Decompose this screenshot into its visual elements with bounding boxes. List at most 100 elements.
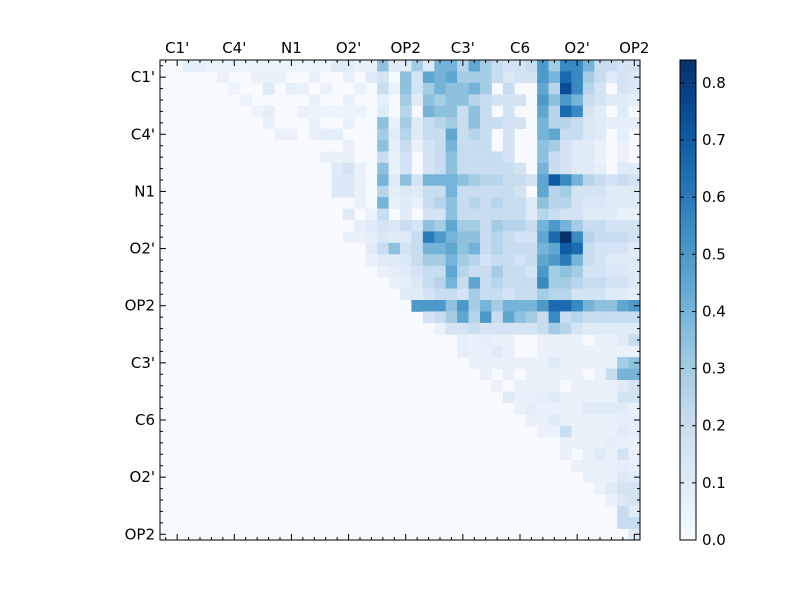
heatmap-cell xyxy=(262,71,275,84)
heatmap-cell xyxy=(617,414,629,427)
heatmap-cell xyxy=(480,242,492,255)
heatmap-cell xyxy=(491,174,504,187)
heatmap-cell xyxy=(434,151,447,164)
heatmap-cell xyxy=(502,345,515,358)
heatmap-cell xyxy=(514,254,527,267)
heatmap-cell xyxy=(411,242,424,255)
heatmap-cell xyxy=(308,117,321,129)
heatmap-cell xyxy=(342,208,355,221)
heatmap-cell xyxy=(548,277,561,289)
heatmap-cell xyxy=(594,71,607,84)
heatmap-cell xyxy=(468,322,481,335)
heatmap-cell xyxy=(582,82,595,95)
heatmap-cell xyxy=(411,300,424,312)
heatmap-cell xyxy=(422,300,435,312)
heatmap-cell xyxy=(571,322,584,335)
heatmap-cell xyxy=(525,208,538,221)
heatmap-cell xyxy=(400,197,412,209)
heatmap-cell xyxy=(537,277,549,289)
heatmap-cell xyxy=(422,231,435,244)
x-tick-label: C1' xyxy=(165,39,189,57)
heatmap-cell xyxy=(377,265,389,278)
heatmap-cell xyxy=(605,265,618,278)
heatmap-cell xyxy=(502,368,515,381)
heatmap-cell xyxy=(548,334,561,347)
heatmap-cell xyxy=(445,117,458,129)
heatmap-cell xyxy=(537,162,549,175)
heatmap-cell xyxy=(377,105,389,118)
heatmap-cell xyxy=(354,60,367,72)
heatmap-cell xyxy=(594,402,607,415)
heatmap-cell xyxy=(480,117,492,129)
heatmap-cell xyxy=(628,345,641,358)
heatmap-cell xyxy=(377,220,389,232)
heatmap-cell xyxy=(274,71,287,84)
heatmap-cell xyxy=(617,105,629,118)
heatmap-cell xyxy=(480,162,492,175)
heatmap-cell xyxy=(582,117,595,129)
heatmap-cell xyxy=(571,380,584,392)
heatmap-cell xyxy=(571,414,584,427)
heatmap-cell xyxy=(525,254,538,267)
heatmap-cell xyxy=(560,300,572,312)
heatmap-cell xyxy=(594,448,607,461)
heatmap-cell xyxy=(491,288,504,301)
heatmap-cell xyxy=(502,140,515,152)
heatmap-cell xyxy=(502,82,515,95)
heatmap-cell xyxy=(457,151,469,164)
heatmap-cell xyxy=(445,71,458,84)
heatmap-cell xyxy=(537,391,549,404)
heatmap-cell xyxy=(548,231,561,244)
heatmap-cell xyxy=(628,277,641,289)
heatmap-cell xyxy=(434,185,447,198)
heatmap-cell xyxy=(514,242,527,255)
heatmap-cell xyxy=(617,277,629,289)
heatmap-cell xyxy=(480,311,492,324)
heatmap-cell xyxy=(594,414,607,427)
heatmap-cell xyxy=(502,242,515,255)
heatmap-cell xyxy=(514,300,527,312)
heatmap-cell xyxy=(422,105,435,118)
heatmap-cell xyxy=(582,128,595,141)
heatmap-cell xyxy=(457,208,469,221)
heatmap-cell xyxy=(422,311,435,324)
heatmap-cell xyxy=(388,82,401,95)
heatmap-cell xyxy=(594,311,607,324)
heatmap-cell xyxy=(468,357,481,369)
heatmap-cell xyxy=(537,300,549,312)
heatmap-cell xyxy=(628,94,641,107)
heatmap-cell xyxy=(605,345,618,358)
heatmap-cell xyxy=(537,254,549,267)
heatmap-cell xyxy=(468,231,481,244)
heatmap-cell xyxy=(537,357,549,369)
heatmap-cell xyxy=(537,288,549,301)
heatmap-cell xyxy=(388,60,401,72)
heatmap-cell xyxy=(582,311,595,324)
heatmap-cell xyxy=(537,151,549,164)
heatmap-cell xyxy=(617,174,629,187)
heatmap-cell xyxy=(434,254,447,267)
heatmap-cell xyxy=(594,288,607,301)
heatmap-cell xyxy=(365,254,378,267)
heatmap-cell xyxy=(582,402,595,415)
heatmap-cell xyxy=(605,357,618,369)
heatmap-cell xyxy=(548,94,561,107)
heatmap-cell xyxy=(594,277,607,289)
heatmap-cell xyxy=(537,414,549,427)
heatmap-cell xyxy=(491,151,504,164)
heatmap-cell xyxy=(445,300,458,312)
heatmap-cell xyxy=(605,460,618,472)
heatmap-cell xyxy=(468,82,481,95)
heatmap-cell xyxy=(560,140,572,152)
heatmap-cell xyxy=(594,322,607,335)
heatmap-cell xyxy=(411,277,424,289)
heatmap-cell xyxy=(480,174,492,187)
heatmap-cell xyxy=(480,185,492,198)
heatmap-cell xyxy=(617,380,629,392)
heatmap-cell xyxy=(411,254,424,267)
heatmap-cell xyxy=(262,117,275,129)
heatmap-cell xyxy=(491,197,504,209)
heatmap-cell xyxy=(365,71,378,84)
heatmap-cell xyxy=(480,300,492,312)
